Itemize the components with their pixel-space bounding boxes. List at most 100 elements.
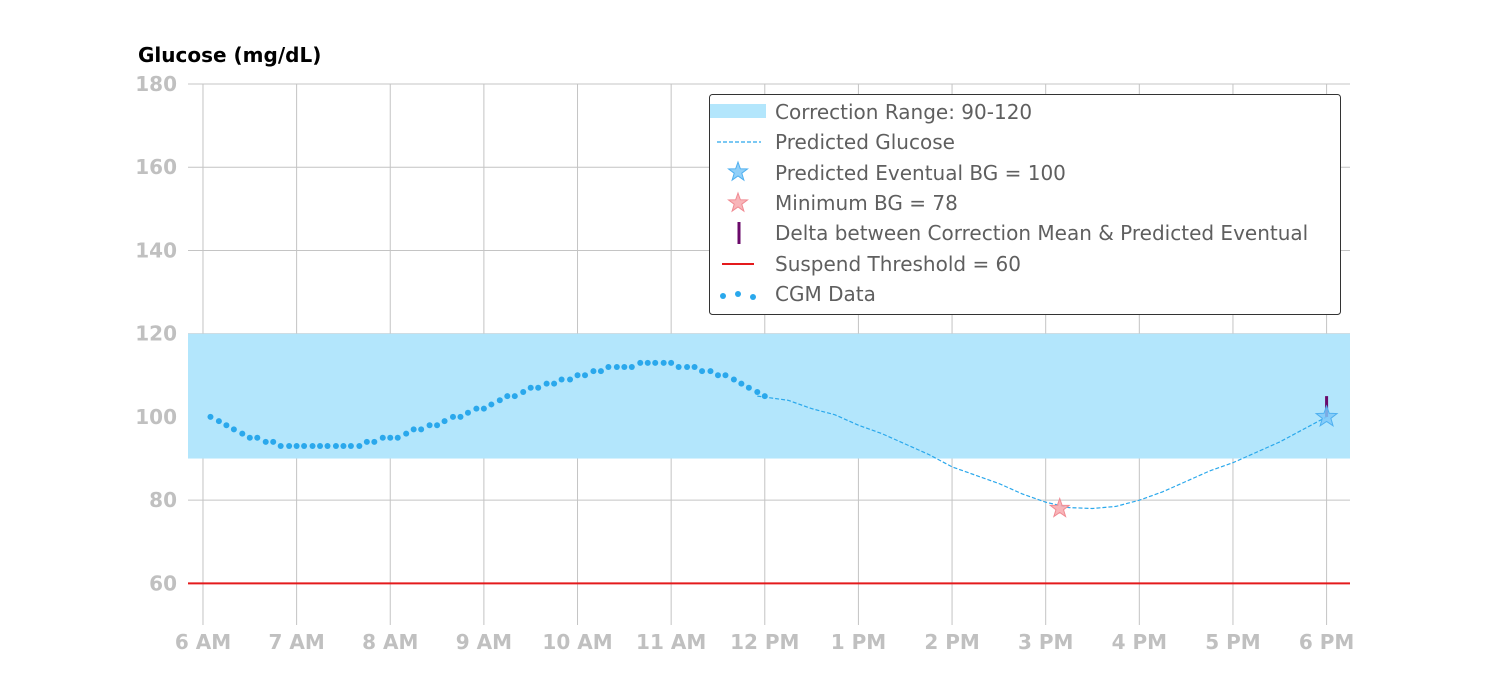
cgm-point <box>223 422 230 429</box>
correction-range-layer <box>188 333 1350 459</box>
y-tick-label: 120 <box>135 322 177 346</box>
cgm-point <box>426 422 433 429</box>
cgm-point <box>699 368 706 375</box>
legend-swatch-predicted-eventual <box>727 160 749 182</box>
cgm-point <box>722 372 729 379</box>
cgm-point <box>356 443 363 450</box>
cgm-point <box>230 426 237 433</box>
legend-label-suspend-threshold: Suspend Threshold = 60 <box>775 252 1021 276</box>
cgm-point <box>309 443 316 450</box>
legend-swatch-minimum-bg <box>727 191 749 213</box>
x-tick-label: 10 AM <box>542 630 612 654</box>
cgm-point <box>520 388 527 395</box>
cgm-point <box>246 434 253 441</box>
x-tick-label: 8 AM <box>362 630 418 654</box>
cgm-point <box>668 359 675 366</box>
cgm-point <box>387 434 394 441</box>
cgm-point <box>621 363 628 370</box>
cgm-point <box>761 393 768 400</box>
x-tick-label: 7 AM <box>268 630 324 654</box>
cgm-point <box>652 359 659 366</box>
legend-swatch-cgm-dot <box>720 293 726 299</box>
legend-swatch-cgm-dot <box>750 294 756 300</box>
cgm-point <box>340 443 347 450</box>
legend-frame <box>709 94 1341 315</box>
cgm-point <box>511 393 518 400</box>
x-tick-label: 11 AM <box>636 630 706 654</box>
cgm-point <box>754 388 761 395</box>
cgm-point <box>605 363 612 370</box>
legend-label-correction-range: Correction Range: 90-120 <box>775 100 1032 124</box>
cgm-point <box>371 438 378 445</box>
x-tick-label: 12 PM <box>730 630 799 654</box>
cgm-point <box>347 443 354 450</box>
cgm-point <box>496 397 503 404</box>
cgm-point <box>239 430 246 437</box>
legend-swatch-correction-range <box>710 104 766 118</box>
cgm-point <box>254 434 261 441</box>
cgm-point <box>535 384 542 391</box>
cgm-point <box>730 376 737 383</box>
legend-swatch-cgm-dot <box>735 291 741 297</box>
legend-label-predicted-glucose: Predicted Glucose <box>775 130 955 154</box>
legend-label-predicted-eventual: Predicted Eventual BG = 100 <box>775 161 1066 185</box>
cgm-point <box>286 443 293 450</box>
legend-star <box>727 160 749 182</box>
cgm-point <box>488 401 495 408</box>
cgm-point <box>394 434 401 441</box>
cgm-point <box>457 413 464 420</box>
y-tick-label: 80 <box>149 488 177 512</box>
cgm-point <box>207 413 214 420</box>
cgm-point <box>597 368 604 375</box>
axis-layer: Glucose (mg/dL) 60 80 100 120 140 160 180 6 AM 7… <box>135 43 1354 654</box>
cgm-point <box>707 368 714 375</box>
y-tick-label: 100 <box>135 405 177 429</box>
predicted-glucose-line <box>757 395 1327 510</box>
cgm-point <box>745 384 752 391</box>
cgm-point <box>590 368 597 375</box>
cgm-point <box>527 384 534 391</box>
y-axis-label: Glucose (mg/dL) <box>138 43 321 67</box>
cgm-point <box>551 380 558 387</box>
y-tick-label: 60 <box>149 571 177 595</box>
correction-range-band <box>188 333 1350 459</box>
cgm-point <box>441 418 448 425</box>
legend-label-cgm: CGM Data <box>775 282 876 306</box>
cgm-point <box>684 363 691 370</box>
x-tick-label: 1 PM <box>831 630 886 654</box>
cgm-point <box>332 443 339 450</box>
cgm-point <box>270 438 277 445</box>
y-tick-label: 160 <box>135 155 177 179</box>
cgm-point <box>567 376 574 383</box>
cgm-point <box>277 443 284 450</box>
cgm-point <box>637 359 644 366</box>
cgm-point <box>613 363 620 370</box>
cgm-point <box>473 405 480 412</box>
legend-star <box>727 191 749 213</box>
cgm-point <box>504 393 511 400</box>
legend-label-minimum-bg: Minimum BG = 78 <box>775 191 958 215</box>
y-tick-label: 180 <box>135 72 177 96</box>
cgm-point <box>301 443 308 450</box>
x-tick-label: 3 PM <box>1018 630 1073 654</box>
cgm-point <box>410 426 417 433</box>
cgm-point <box>574 372 581 379</box>
x-tick-label: 5 PM <box>1205 630 1260 654</box>
cgm-point <box>714 372 721 379</box>
legend: Correction Range: 90-120 Predicted Gluco… <box>709 94 1341 315</box>
cgm-point <box>738 380 745 387</box>
x-tick-label: 9 AM <box>456 630 512 654</box>
cgm-point <box>675 363 682 370</box>
cgm-point <box>449 413 456 420</box>
cgm-point <box>379 434 386 441</box>
cgm-point <box>543 380 550 387</box>
cgm-point <box>644 359 651 366</box>
cgm-point <box>324 443 331 450</box>
cgm-point <box>403 430 410 437</box>
cgm-point <box>628 363 635 370</box>
cgm-point <box>558 376 565 383</box>
x-tick-label: 4 PM <box>1112 630 1167 654</box>
legend-label-delta: Delta between Correction Mean & Predicte… <box>775 221 1308 245</box>
cgm-point <box>691 363 698 370</box>
